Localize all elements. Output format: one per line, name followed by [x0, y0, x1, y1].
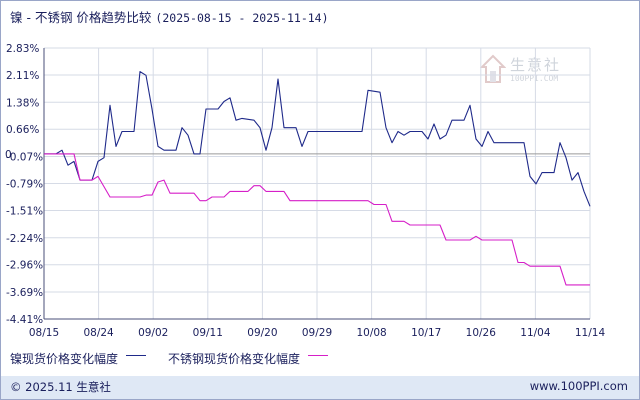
y-tick-label: -2.96%: [6, 260, 43, 272]
footer-website-link[interactable]: www.100PPI.com: [529, 379, 628, 393]
tick-labels: 2.83% 2.11% 1.38% 0.66% -0.07% -0.79% -1.51% -2…: [5, 43, 605, 339]
y-tick-label: -4.41%: [6, 314, 43, 326]
y-tick-label: 2.11%: [6, 70, 39, 82]
zero-label: 0: [5, 149, 12, 161]
x-tick-label: 09/11: [193, 327, 223, 339]
x-tick-label: 11/04: [520, 327, 551, 339]
y-tick-label: -3.69%: [6, 287, 43, 299]
series-line-nickel: [44, 71, 591, 207]
y-tick-label: -1.51%: [6, 205, 43, 217]
x-tick-label: 08/15: [29, 327, 59, 339]
house-icon: [479, 54, 507, 83]
series-lines: [44, 71, 591, 286]
chart-title: 镍 - 不锈钢 价格趋势比较 (2025-08-15 - 2025-11-14): [10, 7, 329, 26]
chart-title-main: 镍 - 不锈钢 价格趋势比较: [10, 10, 152, 25]
x-tick-label: 08/24: [83, 327, 114, 339]
watermark-subtext: 100PPI.COM: [510, 74, 559, 83]
x-tick-label: 09/02: [138, 327, 168, 339]
chart-title-range: (2025-08-15 - 2025-11-14): [155, 11, 329, 25]
y-tick-label: 2.83%: [6, 43, 39, 55]
x-tick-label: 09/20: [247, 327, 277, 339]
legend-swatch-nickel: [126, 355, 147, 356]
y-tick-label: -0.07%: [6, 152, 43, 164]
y-tick-label: -2.24%: [6, 233, 43, 245]
y-tick-label: 1.38%: [6, 97, 39, 109]
x-tick-label: 10/08: [356, 327, 386, 339]
x-tick-label: 09/29: [302, 327, 332, 339]
y-tick-label: -0.79%: [6, 179, 43, 191]
legend: 镍现货价格变化幅度 不锈钢现货价格变化幅度: [10, 350, 350, 367]
legend-label-nickel: 镍现货价格变化幅度: [10, 352, 119, 366]
watermark-logo: 生意社 100PPI.COM: [479, 54, 580, 88]
watermark-text: 生意社: [510, 56, 562, 74]
x-tick-label: 10/26: [466, 327, 497, 339]
footer-copyright: © 2025.11 生意社: [10, 380, 111, 394]
legend-label-stainless: 不锈钢现货价格变化幅度: [168, 352, 301, 366]
series-line-stainless: [44, 153, 590, 286]
legend-swatch-stainless: [308, 355, 329, 356]
x-tick-label: 10/17: [411, 327, 441, 339]
y-tick-label: 0.66%: [6, 124, 39, 136]
axes: [43, 48, 590, 320]
grid-lines: [43, 47, 591, 320]
footer-band: [1, 376, 639, 399]
x-tick-label: 11/14: [575, 327, 606, 339]
